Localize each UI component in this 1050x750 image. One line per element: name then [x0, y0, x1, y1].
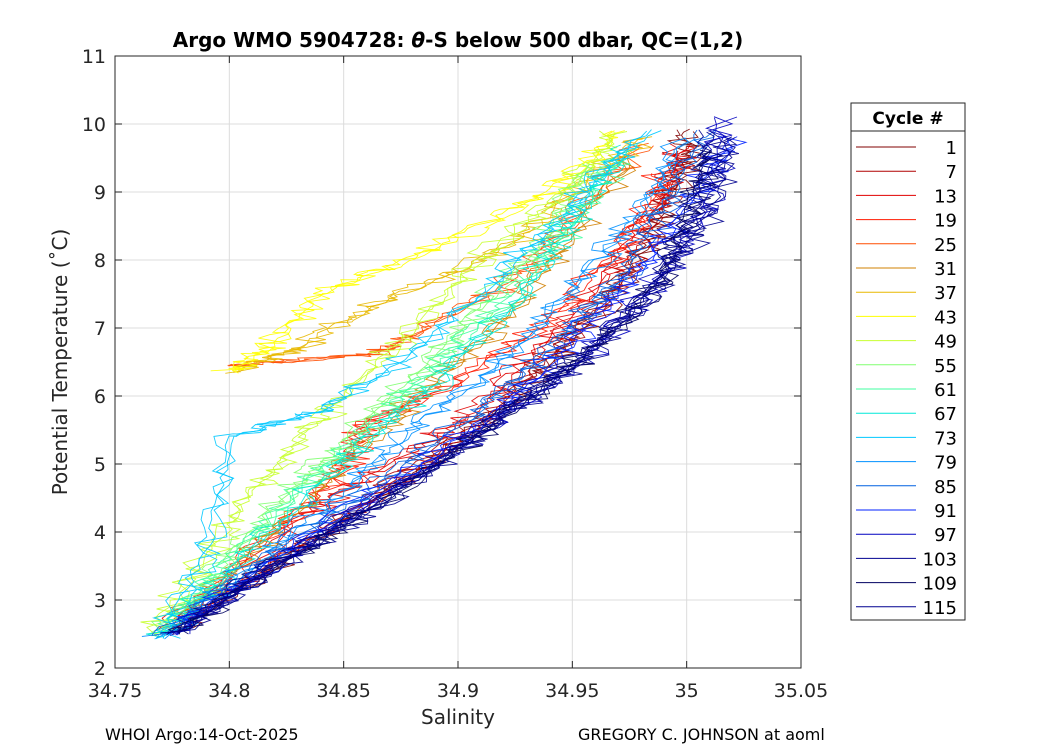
legend-entry-label: 31 [934, 259, 957, 280]
y-tick-label: 2 [94, 658, 106, 680]
footer-left: WHOI Argo:14-Oct-2025 [105, 725, 299, 744]
legend-entry-label: 97 [934, 525, 957, 546]
series-line-cycle-31 [174, 158, 631, 613]
legend-entry-label: 43 [934, 307, 957, 328]
series-line-cycle-49 [140, 130, 618, 635]
title-part-1: Argo WMO 5904728: [173, 28, 412, 52]
legend: Cycle # 1 7 13 19 25 31 37 43 49 55 61 67 73 79 85 91 97… [850, 102, 966, 621]
series-line-cycle-19 [181, 171, 664, 621]
legend-entry-label: 61 [934, 380, 957, 401]
series-line-cycle-31 [177, 158, 628, 614]
y-axis-label: Potential Temperature (˚C) [48, 229, 72, 496]
series-line-cycle-115 [160, 136, 740, 634]
legend-entry-label: 37 [934, 283, 957, 304]
series-line-cycle-73 [154, 129, 652, 640]
legend-entry-label: 7 [946, 162, 957, 183]
series-line-cycle-1 [167, 128, 693, 636]
grid-layer [115, 56, 801, 668]
y-tick-label: 11 [82, 46, 106, 68]
series-line-cycle-43 [210, 130, 615, 372]
series-layer [140, 116, 748, 640]
x-axis-label: Salinity [421, 705, 495, 729]
series-line-cycle-115 [167, 136, 736, 633]
chart-title: Argo WMO 5904728: θ-S below 500 dbar, QC… [173, 28, 743, 52]
series-line-cycle-25 [227, 142, 649, 367]
x-tick-label: 34.9 [437, 680, 479, 702]
series-line-cycle-61 [148, 158, 631, 635]
series-line-cycle-37 [225, 137, 652, 374]
series-line-cycle-79 [164, 138, 696, 640]
legend-entry-label: 49 [934, 332, 957, 353]
legend-entry-label: 67 [934, 404, 957, 425]
title-theta: θ [411, 28, 425, 52]
legend-entry-label: 109 [923, 574, 957, 595]
y-tick-label: 3 [94, 590, 106, 612]
title-part-2: -S below 500 dbar, QC=(1,2) [425, 28, 743, 52]
y-tick-label: 9 [94, 182, 106, 204]
legend-entry-label: 79 [934, 453, 957, 474]
y-tick-label: 7 [94, 318, 106, 340]
series-line-cycle-67 [145, 144, 630, 638]
y-tick-label: 5 [94, 454, 106, 476]
series-line-cycle-61 [150, 158, 618, 634]
x-tick-label: 35 [675, 680, 699, 702]
legend-entry-label: 73 [934, 428, 957, 449]
footer-right: GREGORY C. JOHNSON at aoml [578, 725, 825, 744]
series-line-cycle-7 [168, 152, 682, 631]
legend-entry-label: 103 [923, 549, 957, 570]
x-tick-label: 34.75 [88, 680, 142, 702]
series-line-cycle-1 [151, 131, 702, 637]
legend-entry-label: 55 [934, 356, 957, 377]
series-line-cycle-85 [151, 129, 716, 636]
series-line-cycle-43 [232, 130, 619, 374]
legend-entry-label: 115 [923, 598, 957, 619]
legend-entry-label: 1 [946, 138, 957, 159]
legend-title: Cycle # [872, 109, 943, 129]
y-tick-label: 6 [94, 386, 106, 408]
legend-entry-label: 13 [934, 186, 957, 207]
series-line-cycle-85 [164, 128, 717, 635]
x-tick-label: 35.05 [774, 680, 828, 702]
y-tick-label: 4 [94, 522, 106, 544]
x-tick-label: 34.85 [316, 680, 370, 702]
legend-entry-label: 19 [934, 211, 957, 232]
legend-entry-label: 85 [934, 477, 957, 498]
series-line-cycle-55 [150, 165, 606, 633]
tick-layer: 34.75 34.8 34.85 34.9 34.95 35 35.05 2 3 4 5 6 7 8 9 10… [82, 46, 828, 702]
legend-entry-label: 91 [934, 501, 957, 522]
series-line-cycle-115 [177, 137, 736, 634]
series-line-cycle-73 [152, 130, 662, 639]
x-tick-label: 34.95 [545, 680, 599, 702]
y-tick-label: 8 [94, 250, 106, 272]
series-line-cycle-31 [169, 158, 637, 615]
legend-entries: 1 7 13 19 25 31 37 43 49 55 61 67 73 79 85 91 97 103 109 11… [856, 138, 957, 619]
legend-entry-label: 25 [934, 235, 957, 256]
series-line-cycle-103 [177, 131, 726, 634]
x-tick-label: 34.8 [208, 680, 250, 702]
y-tick-label: 10 [82, 114, 106, 136]
